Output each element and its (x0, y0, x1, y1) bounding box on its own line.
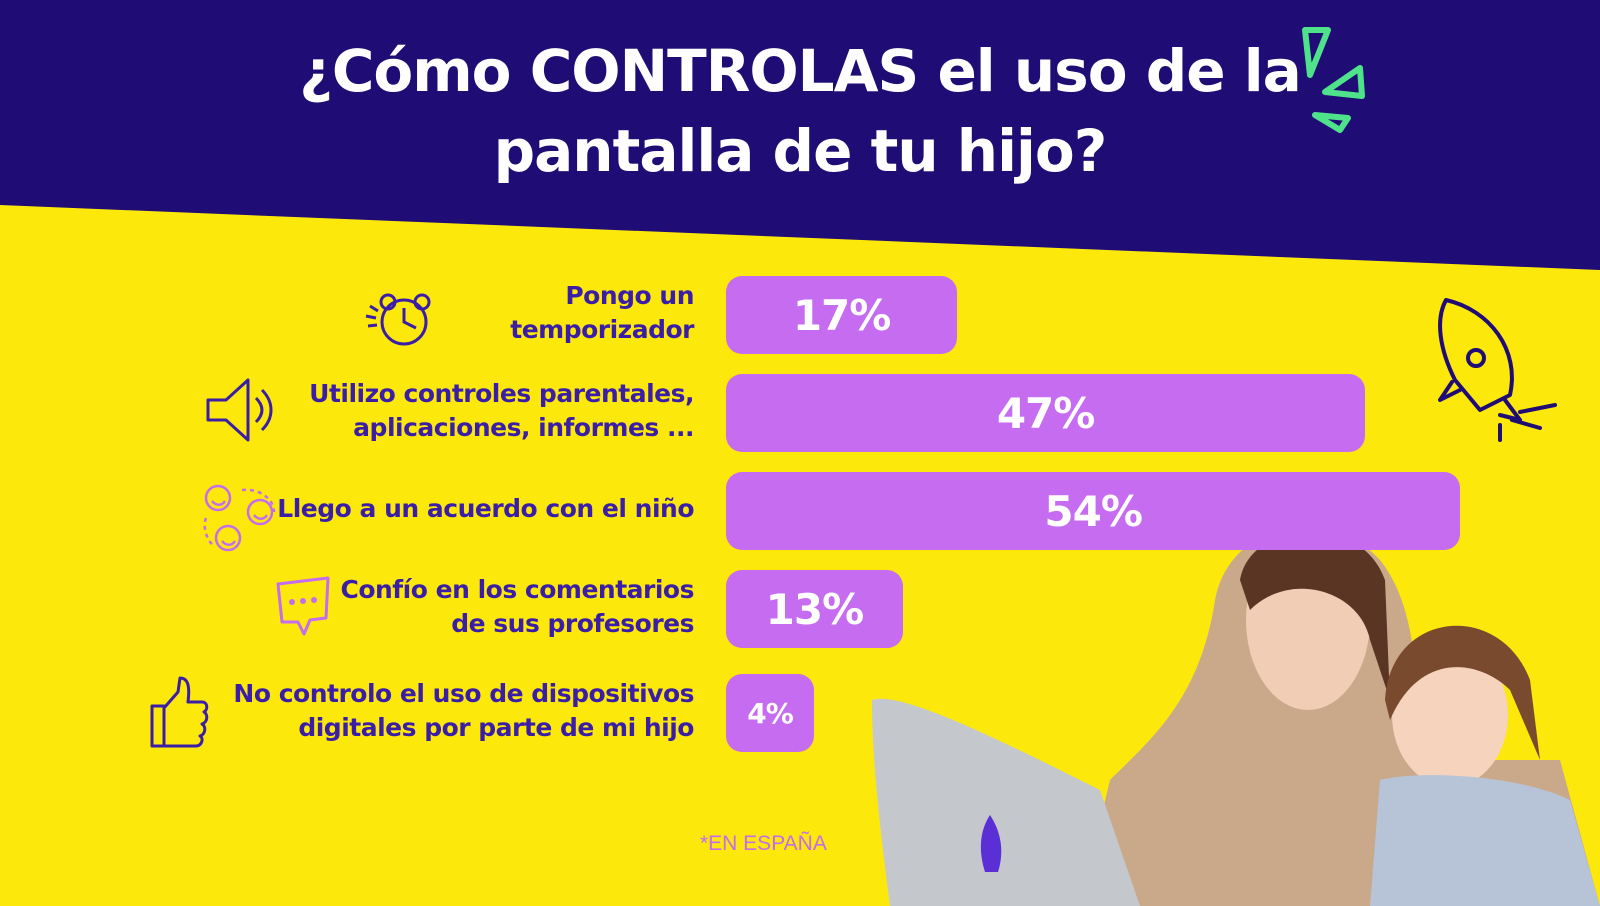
category-label-line: aplicaciones, informes ... (353, 413, 694, 442)
chat-bubble-icon (276, 576, 330, 636)
alarm-clock-icon (365, 293, 431, 346)
category-label-line: digitales por parte de mi hijo (298, 713, 694, 742)
category-label-line: Confío en los comentarios (340, 575, 694, 604)
bar: 54% (726, 472, 1461, 550)
bar-value-label: 54% (1044, 486, 1143, 536)
category-label-line: Pongo un (565, 281, 694, 310)
bar: 17% (726, 276, 958, 354)
footnote: *EN ESPAÑA (700, 832, 827, 855)
sparkle-icon (1302, 27, 1365, 133)
category-label: Pongo un temporizador (174, 279, 694, 347)
category-label: Confío en los comentarios de sus profesor… (174, 573, 694, 641)
bar: 47% (726, 374, 1366, 452)
bar-value-label: 13% (765, 584, 865, 634)
category-label: Llego a un acuerdo con el niño (174, 492, 694, 526)
category-label-line: de sus profesores (451, 609, 694, 638)
thumbs-up-icon (150, 676, 209, 748)
family-photo (872, 527, 1600, 906)
bar: 13% (726, 570, 903, 648)
category-label: Utilizo controles parentales, aplicacione… (174, 377, 694, 445)
category-label-line: temporizador (510, 315, 694, 344)
header-band (0, 0, 1600, 270)
chart-title-line-1: ¿Cómo CONTROLAS el uso de la (299, 37, 1302, 105)
category-label-line: Llego a un acuerdo con el niño (277, 494, 694, 523)
smiley-faces-icon (203, 484, 276, 552)
bar: 4% (726, 674, 814, 752)
bar-value-label: 47% (996, 388, 1096, 438)
category-label-line: No controlo el uso de dispositivos (233, 679, 694, 708)
category-label-line: Utilizo controles parentales, (309, 379, 694, 408)
bar-value-label: 17% (792, 290, 892, 340)
category-label: No controlo el uso de dispositivos digita… (174, 677, 694, 745)
bar-value-label: 4% (747, 696, 794, 730)
speaker-icon (206, 378, 273, 442)
chart-title-line-2: pantalla de tu hijo? (493, 117, 1108, 185)
rocket-icon (1438, 298, 1557, 442)
